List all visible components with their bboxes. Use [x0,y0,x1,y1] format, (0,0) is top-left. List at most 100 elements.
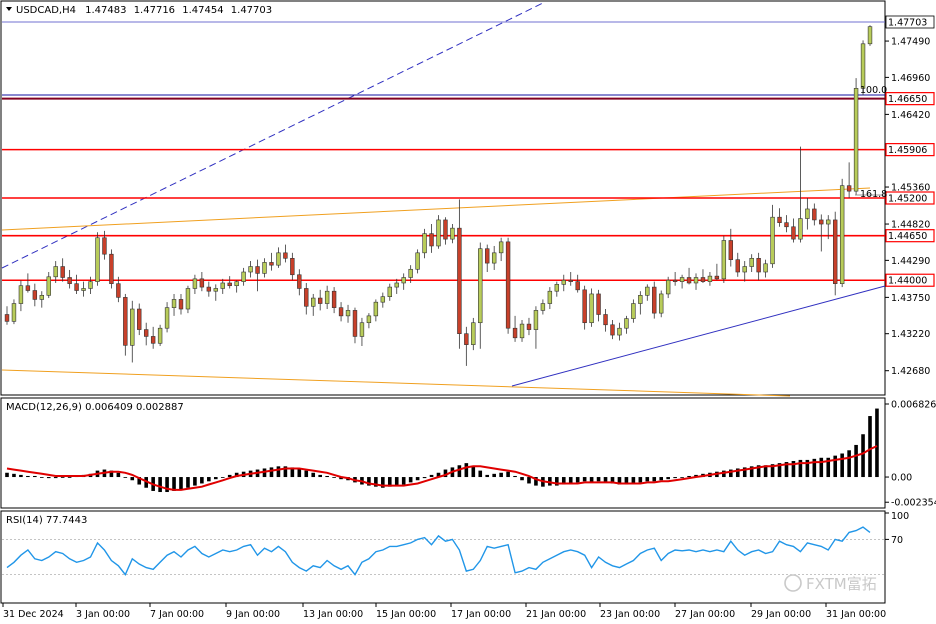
macd-bar [5,472,9,478]
price-tick-label: 1.47490 [891,37,930,48]
current-price-frame [885,15,935,29]
current-price-label: 1.47703 [888,18,927,29]
macd-bar [673,477,677,479]
bear-candle [596,293,601,315]
macd-bar [652,477,657,482]
macd-bar [109,470,114,478]
bear-candle [297,274,302,289]
current-price-label-box [886,16,934,28]
bear-candle [672,279,678,282]
bull-candle [519,323,525,339]
bull-candle [707,275,713,282]
macd-bar [756,465,761,478]
bull-candle [617,327,622,336]
bull-candle [450,227,455,240]
macd-bar [213,477,218,480]
bear-candle [700,277,706,282]
bear-candle [304,288,309,307]
time-tick-label: 7 Jan 00:00 [150,609,204,620]
bear-candle [67,277,72,284]
level-label-box [885,273,935,287]
macd-title: MACD(12,26,9) 0.006409 0.002887 [6,402,184,413]
macd-bar [513,475,517,478]
bull-candle [471,322,476,345]
high-value: 1.47716 [134,5,175,16]
bull-candle [860,43,866,89]
bear-candle [206,286,212,292]
macd-bar [276,466,281,478]
macd-panel [0,397,886,509]
watermark-text: FXTM富拓 [806,575,877,593]
macd-bar [179,477,183,490]
level-label-box [885,191,935,205]
macd-bar [381,477,385,488]
macd-bar [325,475,329,478]
low-value: 1.47454 [182,5,223,16]
level-labels: 1.47703 1.46650 1.45906 1.45200 1.44650 1.440… [860,15,935,287]
bull-candle [276,252,281,266]
price-tick-label: 1.44290 [891,256,930,267]
price-tick-label: 1.42680 [891,366,930,377]
bear-candle [833,219,838,284]
lower-channel-line [1,369,791,397]
macd-bar [464,463,469,478]
macd-bar [318,474,322,478]
bear-candle [505,241,511,329]
candles [4,25,873,366]
bull-candle [46,276,51,296]
rsi-axis: 100 70 [885,511,909,546]
bull-candle [478,248,483,324]
macd-bar [207,477,211,482]
bull-candle [11,303,17,322]
macd-tick-label: 0.006826 [891,400,936,411]
macd-bar [722,470,726,478]
horizontal-levels [2,97,885,282]
bull-candle [157,327,163,344]
bear-candle [227,282,232,287]
bear-candle [4,314,10,322]
bull-candle [408,268,413,278]
macd-bar [367,477,371,486]
macd-bar [680,477,684,478]
bull-candle [491,252,497,264]
macd-bar [784,462,789,478]
macd-bar [561,477,566,485]
macd-bar [46,477,51,479]
macd-bar [67,477,72,478]
macd-bar [33,475,37,478]
bull-candle [366,315,372,324]
macd-bar [833,455,838,478]
macd-bar [568,477,573,484]
bear-candle [317,297,323,304]
macd-bar [478,470,483,478]
macd-bar [165,477,169,493]
collapse-triangle-icon[interactable] [6,7,12,11]
macd-bar [854,444,858,478]
price-tick-label: 1.43750 [891,293,930,304]
fib-161-label: 161.8 [860,189,887,200]
dashed-trend-line [1,1,546,269]
macd-bar [387,477,392,487]
macd-bar [798,459,803,478]
macd-bar [596,477,601,482]
macd-bar [749,466,754,478]
macd-bar [791,460,796,478]
bear-candle [178,299,184,310]
bull-candle [387,286,392,297]
chart-header: USDCAD,H4 1.47483 1.47716 1.47454 1.4770… [16,5,272,16]
bull-candle [311,297,316,307]
bull-candle [547,290,553,304]
trend-lines [1,1,886,397]
time-tick-label: 13 Jan 00:00 [303,609,363,620]
macd-bar [763,465,768,478]
bear-candle [791,226,796,240]
macd-bar [186,477,190,488]
bull-candle [192,278,198,289]
bull-candle [805,208,810,219]
level-label: 1.44000 [888,276,927,287]
bull-candle [394,282,399,288]
bull-candle [540,303,546,311]
level-label: 1.46650 [888,94,927,105]
bull-candle [164,307,170,329]
